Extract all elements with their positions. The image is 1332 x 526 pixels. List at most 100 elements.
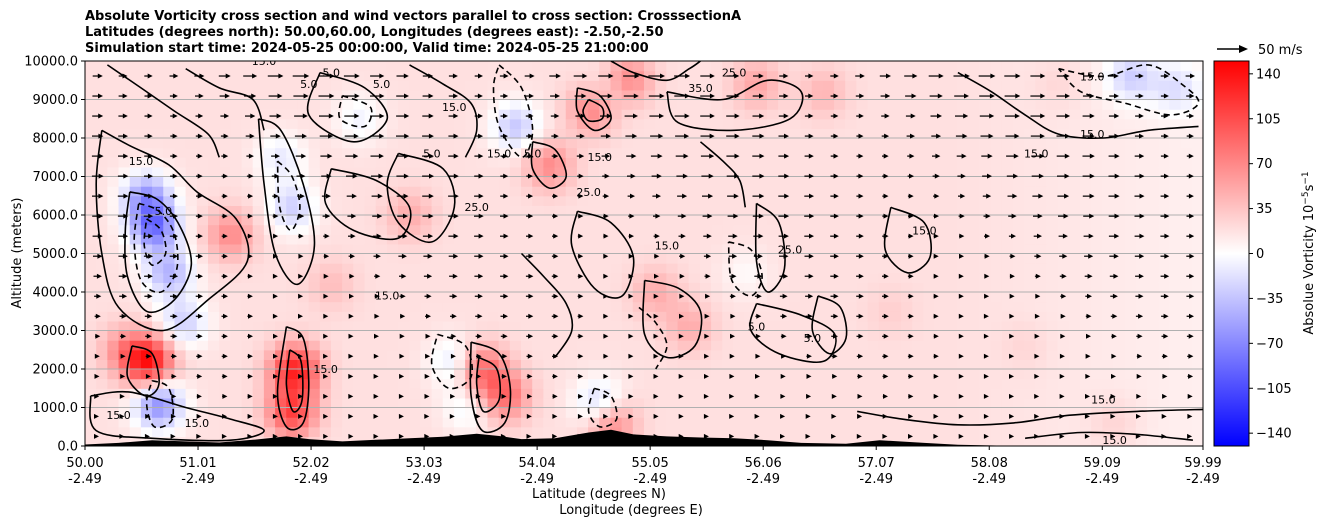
vorticity-cell (845, 436, 858, 446)
vorticity-cell (1191, 70, 1203, 81)
vorticity-cell (889, 176, 902, 187)
vorticity-cell (621, 349, 634, 360)
vorticity-cell (398, 99, 410, 110)
vorticity-cell (722, 80, 735, 91)
vorticity-cell (1169, 301, 1182, 312)
vorticity-cell (129, 176, 142, 187)
vorticity-cell (666, 378, 679, 389)
vorticity-cell (766, 205, 779, 216)
vorticity-cell (923, 407, 936, 418)
vorticity-cell (576, 340, 589, 351)
vorticity-cell (420, 301, 433, 312)
vorticity-cell (599, 263, 612, 274)
vorticity-cell (699, 138, 712, 149)
vorticity-cell (163, 157, 176, 168)
vorticity-cell (386, 311, 399, 322)
vorticity-cell (330, 89, 343, 101)
wind-vector (399, 333, 405, 339)
vorticity-cell (521, 118, 533, 129)
vorticity-cell (152, 118, 164, 129)
vorticity-cell (979, 234, 992, 245)
vorticity-cell (275, 109, 287, 120)
vorticity-cell (901, 369, 913, 380)
vorticity-cell (610, 186, 623, 197)
vorticity-cell (1046, 397, 1059, 409)
contour-label: 15.0 (1080, 128, 1105, 141)
vorticity-cell (1169, 320, 1182, 332)
wind-vector-head (222, 173, 228, 179)
vorticity-cell (107, 388, 120, 399)
vorticity-cell (319, 253, 332, 264)
vorticity-cell (241, 195, 254, 206)
vorticity-cell (353, 349, 366, 360)
wind-vector-head (273, 333, 278, 339)
vorticity-cell (1158, 80, 1171, 91)
vorticity-cell (1124, 320, 1137, 332)
vorticity-cell (1147, 272, 1159, 283)
vorticity-cell (733, 253, 746, 264)
vorticity-cell (711, 359, 723, 370)
vorticity-cell (1169, 70, 1182, 81)
vorticity-cell (543, 397, 556, 409)
vorticity-cell (1147, 195, 1159, 206)
vorticity-cell (1001, 157, 1014, 168)
vorticity-cell (263, 109, 276, 120)
wind-vector-head (375, 273, 381, 279)
vorticity-cell (856, 157, 869, 168)
vorticity-cell (599, 234, 612, 245)
vorticity-cell (420, 378, 433, 389)
vorticity-cell (599, 118, 612, 129)
contour-line (475, 356, 502, 413)
vorticity-cell (576, 263, 589, 274)
wind-vector-head (196, 393, 202, 399)
vorticity-cell (453, 397, 466, 409)
vorticity-cell (1046, 89, 1059, 101)
vorticity-cell (945, 186, 958, 197)
vorticity-cell (755, 378, 768, 389)
vorticity-cell (699, 195, 712, 206)
vorticity-cell (453, 253, 466, 264)
vorticity-cell (532, 340, 544, 351)
wind-vector-head (252, 73, 258, 79)
vorticity-cell (1124, 205, 1137, 216)
vorticity-cell (1147, 378, 1159, 389)
vorticity-cell (766, 61, 779, 72)
vorticity-cell (219, 61, 231, 72)
vorticity-cell (521, 272, 533, 283)
vorticity-cell (375, 359, 388, 370)
vorticity-cell (465, 128, 477, 139)
vorticity-cell (1035, 80, 1048, 91)
vorticity-cell (140, 359, 153, 370)
vorticity-cell (420, 147, 433, 158)
vorticity-cell (487, 205, 500, 216)
vorticity-cell (811, 176, 824, 187)
vorticity-cell (85, 407, 97, 418)
vorticity-cell (521, 359, 533, 370)
vorticity-cell (364, 272, 377, 283)
vorticity-cell (1091, 128, 1103, 139)
vorticity-cell (107, 70, 120, 81)
vorticity-cell (912, 99, 925, 110)
vorticity-cell (565, 157, 578, 168)
vorticity-cell (498, 253, 511, 264)
wind-vector (169, 73, 179, 79)
vorticity-cell (979, 138, 992, 149)
contour-line (610, 61, 701, 82)
vorticity-cell (386, 147, 399, 158)
vorticity-cell (744, 263, 757, 274)
vorticity-cell (666, 176, 679, 187)
vorticity-cell (174, 195, 187, 206)
vorticity-cell (923, 349, 936, 360)
vorticity-cell (565, 186, 578, 197)
vorticity-cell (1102, 215, 1115, 226)
vorticity-cell (543, 426, 556, 437)
vorticity-cell (1001, 301, 1014, 312)
vorticity-cell (107, 397, 120, 409)
vorticity-cell (554, 349, 567, 360)
vorticity-cell (118, 320, 131, 332)
vorticity-cell (912, 340, 925, 351)
vorticity-cell (409, 224, 421, 235)
vorticity-cell (711, 301, 723, 312)
wind-vector-head (145, 413, 151, 419)
vorticity-cell (275, 243, 287, 255)
